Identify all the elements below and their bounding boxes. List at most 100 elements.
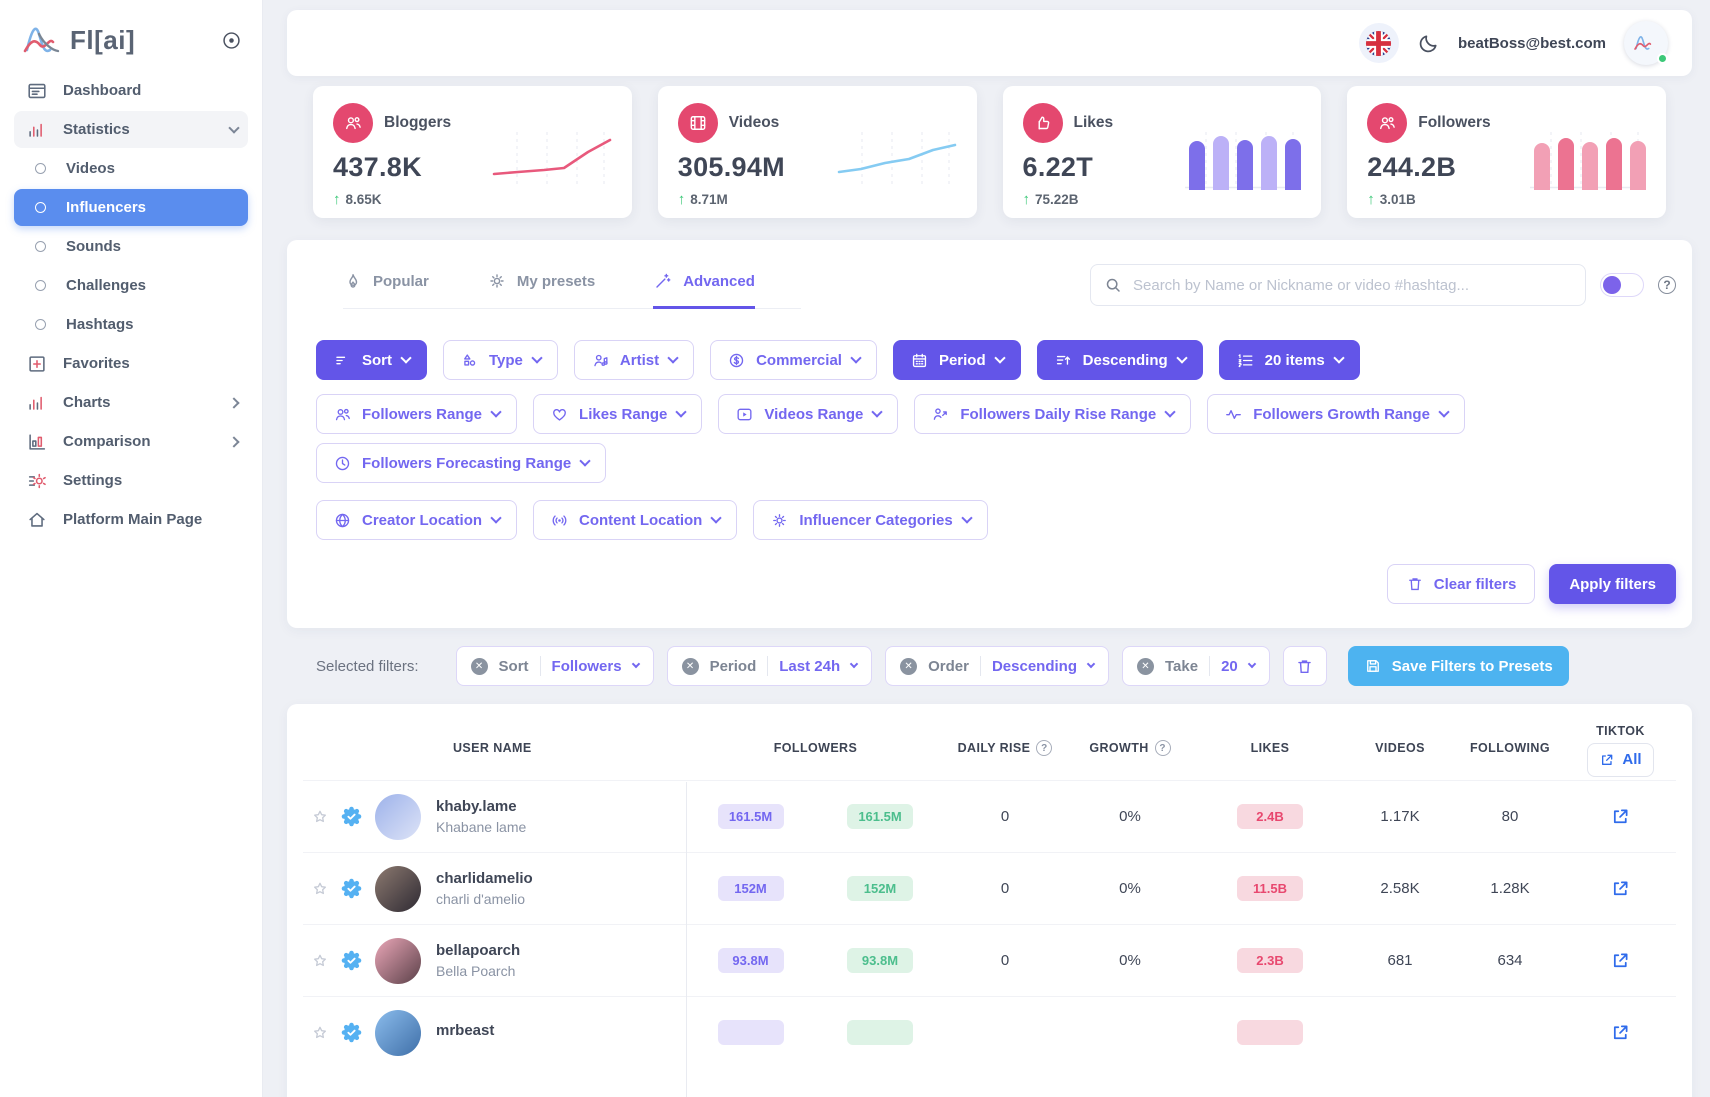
- tiktok-all-button[interactable]: All: [1587, 742, 1654, 777]
- stat-cards: Bloggers 437.8K ↑ 8.65K Videos 305.94M ↑ 8…: [313, 86, 1666, 218]
- chevron-down-icon: [667, 352, 679, 364]
- chevron-down-icon: [1438, 406, 1450, 418]
- help-icon[interactable]: ?: [1036, 740, 1053, 756]
- video-icon: [735, 405, 754, 424]
- sidebar-item-statistics[interactable]: Statistics: [14, 111, 248, 148]
- sidebar-collapse-icon[interactable]: [221, 30, 242, 51]
- verified-badge-icon[interactable]: [341, 806, 362, 827]
- settings-icon: [26, 470, 48, 492]
- filter-content-location[interactable]: Content Location: [533, 500, 738, 540]
- user-avatar[interactable]: [1624, 21, 1668, 65]
- filter-followers-growth-range[interactable]: Followers Growth Range: [1207, 394, 1465, 434]
- filter-descending[interactable]: Descending: [1036, 340, 1203, 380]
- open-tiktok-icon[interactable]: [1610, 806, 1631, 827]
- up-arrow-icon: ↑: [1367, 191, 1375, 208]
- delete-selected-filters-button[interactable]: [1282, 646, 1327, 686]
- pulse-icon: [1224, 405, 1243, 424]
- filter-20-items[interactable]: 20 items: [1218, 340, 1360, 380]
- chevron-down-icon: [1086, 659, 1096, 669]
- search-icon: [1103, 275, 1123, 300]
- favorite-star-icon[interactable]: [310, 1023, 330, 1043]
- sidebar-item-favorites[interactable]: Favorites: [14, 345, 248, 382]
- table-row-bellapoarch[interactable]: bellapoarch Bella Poarch 93.8M 93.8M 0 0%…: [303, 924, 1676, 996]
- main-content: beatBoss@best.com Bloggers 437.8K ↑ 8.65K…: [262, 0, 1710, 1097]
- table-row-khaby-lame[interactable]: khaby.lame Khabane lame 161.5M 161.5M 0 0…: [303, 780, 1676, 852]
- favorite-star-icon[interactable]: [310, 879, 330, 899]
- selected-filters-label: Selected filters:: [316, 657, 419, 675]
- help-icon[interactable]: ?: [1154, 740, 1171, 756]
- filter-period[interactable]: Period: [892, 340, 1021, 380]
- tab-popular[interactable]: Popular: [343, 271, 429, 309]
- stat-card-bloggers: Bloggers 437.8K ↑ 8.65K: [313, 86, 632, 218]
- remove-filter-icon[interactable]: ✕: [681, 657, 699, 675]
- sidebar-item-influencers[interactable]: Influencers: [14, 189, 248, 226]
- filter-type[interactable]: Type: [443, 340, 558, 380]
- filter-followers-forecasting-range[interactable]: Followers Forecasting Range: [316, 443, 607, 483]
- user-email[interactable]: beatBoss@best.com: [1457, 34, 1606, 52]
- filter-followers-range[interactable]: Followers Range: [316, 394, 518, 434]
- remove-filter-icon[interactable]: ✕: [1137, 657, 1154, 675]
- sidebar-item-comparison[interactable]: Comparison: [14, 423, 248, 460]
- videos-value: 1.17K: [1380, 808, 1420, 825]
- table-row-charlidamelio[interactable]: charlidamelio charli d'amelio 152M 152M 0…: [303, 852, 1676, 924]
- language-flag-icon[interactable]: [1358, 23, 1399, 63]
- filter-influencer-categories[interactable]: Influencer Categories: [753, 500, 988, 540]
- sidebar-item-videos[interactable]: Videos: [14, 150, 248, 187]
- chevron-down-icon: [1333, 352, 1345, 364]
- remove-filter-icon[interactable]: ✕: [470, 657, 488, 675]
- filter-commercial[interactable]: Commercial: [710, 340, 877, 380]
- search-input[interactable]: [1090, 264, 1586, 306]
- open-tiktok-icon[interactable]: [1610, 950, 1631, 971]
- red-badge: 2.4B: [1237, 804, 1303, 829]
- display-name: Bella Poarch: [436, 963, 516, 979]
- sidebar-item-settings[interactable]: Settings: [14, 462, 248, 499]
- filter-artist[interactable]: Artist: [573, 340, 695, 380]
- open-tiktok-icon[interactable]: [1610, 878, 1631, 899]
- username: khaby.lame: [436, 798, 517, 815]
- up-arrow-icon: ↑: [677, 191, 686, 208]
- table-row-mrbeast[interactable]: mrbeast: [303, 996, 1676, 1068]
- gear-icon: [770, 511, 789, 530]
- sidebar-item-sounds[interactable]: Sounds: [14, 228, 248, 265]
- selected-filter-sort[interactable]: ✕ Sort Followers: [455, 646, 654, 686]
- selected-filter-order[interactable]: ✕ Order Descending: [885, 646, 1109, 686]
- tab-advanced[interactable]: Advanced: [653, 271, 755, 309]
- filter-tabs: Popular My presets Advanced: [343, 271, 801, 309]
- sidebar-item-hashtags[interactable]: Hashtags: [14, 306, 248, 343]
- sidebar-item-platform-main-page[interactable]: Platform Main Page: [14, 501, 248, 538]
- username: bellapoarch: [436, 942, 521, 959]
- filter-followers-daily-rise-range[interactable]: Followers Daily Rise Range: [914, 394, 1192, 434]
- artist-icon: [591, 351, 610, 370]
- sidebar-item-challenges[interactable]: Challenges: [14, 267, 248, 304]
- filter-sort[interactable]: Sort: [316, 340, 427, 380]
- verified-badge-icon[interactable]: [341, 878, 362, 899]
- apply-filters-button[interactable]: Apply filters: [1549, 564, 1676, 604]
- favorite-star-icon[interactable]: [310, 807, 330, 827]
- remove-filter-icon[interactable]: ✕: [900, 657, 918, 675]
- sidebar-item-dashboard[interactable]: Dashboard: [14, 72, 248, 109]
- chevron-down-icon: [849, 659, 859, 669]
- sort-icon: [333, 351, 352, 370]
- dark-mode-moon-icon[interactable]: [1417, 32, 1440, 55]
- growth-value: 0%: [1119, 880, 1141, 897]
- selected-filter-take[interactable]: ✕ Take 20: [1122, 646, 1270, 686]
- open-tiktok-icon[interactable]: [1610, 1022, 1631, 1043]
- radio-icon: [35, 280, 46, 291]
- help-icon[interactable]: ?: [1658, 276, 1676, 294]
- filter-videos-range[interactable]: Videos Range: [718, 394, 899, 434]
- sidebar-item-charts[interactable]: Charts: [14, 384, 248, 421]
- search-mode-toggle[interactable]: [1600, 273, 1644, 297]
- purple-badge: 93.8M: [717, 948, 784, 973]
- tab-my-presets[interactable]: My presets: [487, 271, 595, 309]
- selected-filter-period[interactable]: ✕ Period Last 24h: [666, 646, 873, 686]
- verified-badge-icon[interactable]: [341, 1022, 362, 1043]
- verified-badge-icon[interactable]: [341, 950, 362, 971]
- chevron-down-icon: [675, 406, 688, 418]
- filter-likes-range[interactable]: Likes Range: [533, 394, 703, 434]
- daily-rise-value: 0: [1000, 880, 1010, 897]
- favorite-star-icon[interactable]: [310, 951, 330, 971]
- clear-filters-button[interactable]: Clear filters: [1386, 564, 1536, 604]
- save-filters-button[interactable]: Save Filters to Presets: [1347, 646, 1569, 686]
- filter-creator-location[interactable]: Creator Location: [316, 500, 518, 540]
- purple-badge: [717, 1020, 784, 1045]
